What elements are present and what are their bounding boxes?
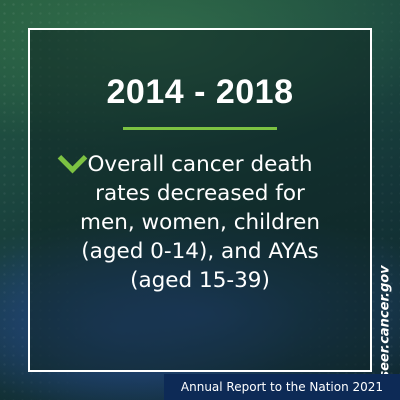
headline-statement: Overall cancer death rates decreased for…: [40, 150, 360, 295]
headline-line: rates decreased for: [95, 181, 305, 206]
headline-line: men, women, children: [80, 210, 320, 235]
website-text: seer.cancer.gov: [377, 265, 393, 379]
page-title: 2014 - 2018: [106, 73, 294, 111]
website-label: seer.cancer.gov: [372, 265, 398, 378]
footer-banner: Annual Report to the Nation 2021: [164, 374, 400, 400]
content-frame: [28, 28, 372, 372]
headline-line: (aged 0-14), and AYAs: [81, 239, 319, 264]
headline-line: (aged 15-39): [130, 268, 270, 293]
title-divider: [123, 127, 277, 130]
headline-line: Overall cancer death: [87, 152, 313, 177]
